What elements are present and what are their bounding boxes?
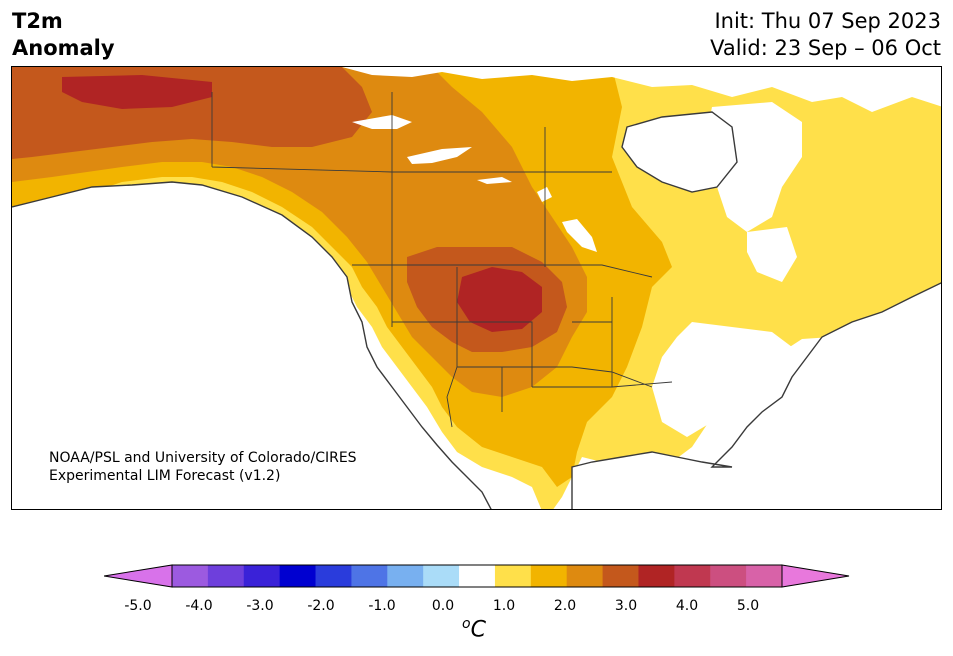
valid-range: Valid: 23 Sep – 06 Oct: [710, 36, 941, 60]
atlantic-ocean: [712, 282, 941, 509]
map-title: T2m Anomaly: [12, 8, 115, 62]
colorbar-bin: [423, 565, 460, 587]
colorbar-tick-label: 3.0: [614, 598, 638, 614]
political-borders: [211, 92, 673, 428]
colorbar-tick-label: 5.0: [736, 598, 760, 614]
title-variable: T2m: [12, 9, 63, 33]
init-date: Init: Thu 07 Sep 2023: [714, 9, 941, 33]
pacific-ocean: [12, 182, 491, 509]
lake-great-bear: [352, 115, 412, 129]
credit-line2: Experimental LIM Forecast (v1.2): [49, 468, 281, 484]
arctic-channels: [342, 67, 941, 112]
colorbar-tick-label: -1.0: [368, 598, 396, 614]
colorbar-tick-label: 0.0: [431, 598, 455, 614]
colorbar-bin: [638, 565, 675, 587]
anomaly-region-level5-central: [457, 267, 542, 332]
colorbar-bin: [315, 565, 352, 587]
unit-superscript: o: [462, 616, 471, 632]
gulf-of-mexico: [572, 452, 812, 509]
hudson-bay: [622, 112, 737, 192]
coastline: [12, 111, 941, 509]
colorbar-bin: [746, 565, 783, 587]
colorbar-tick-label: 4.0: [675, 598, 699, 614]
lake-athabasca: [477, 177, 512, 184]
forecast-dates: Init: Thu 07 Sep 2023 Valid: 23 Sep – 06…: [710, 8, 941, 62]
colorbar-bin: [566, 565, 604, 587]
colorbar-bin: [207, 565, 245, 587]
colorbar-bin: [172, 565, 209, 587]
colorbar-bin: [602, 565, 639, 587]
colorbar-bin: [530, 565, 568, 587]
colorbar-over-triangle: [781, 564, 850, 588]
anomaly-region-level5: [62, 75, 212, 109]
title-quantity: Anomaly: [12, 36, 115, 60]
colorbar-tick-label: 1.0: [492, 598, 516, 614]
colorbar-bin: [459, 565, 496, 587]
lake-winnipeg: [562, 219, 597, 252]
colorbar-tick-label: 2.0: [553, 598, 577, 614]
colorbar-bin: [351, 565, 388, 587]
colorbar-tick-label: -5.0: [124, 598, 152, 614]
colorbar-bin: [494, 565, 532, 587]
colorbar-outline: [171, 564, 783, 588]
colorbar-bins: [172, 565, 783, 587]
unit-label: oC: [462, 616, 486, 642]
colorbar-tick-label: -2.0: [307, 598, 335, 614]
colorbar-bin: [243, 565, 281, 587]
unit-text: C: [470, 617, 486, 643]
colorbar-bin: [710, 565, 747, 587]
lake-winnipegosis: [537, 187, 552, 202]
anomaly-map: [12, 67, 941, 509]
lake-great-slave: [407, 147, 472, 164]
colorbar-under-triangle: [104, 564, 173, 588]
neutral-region-quebec: [747, 227, 797, 282]
colorbar-tick-label: -4.0: [185, 598, 213, 614]
colorbar-tick-label: -3.0: [246, 598, 274, 614]
credit-line1: NOAA/PSL and University of Colorado/CIRE…: [49, 450, 357, 466]
map-panel: [11, 66, 942, 510]
colorbar-bin: [387, 565, 424, 587]
colorbar-bin: [674, 565, 711, 587]
neutral-region-southeast: [652, 322, 792, 437]
credit-text: NOAA/PSL and University of Colorado/CIRE…: [49, 449, 357, 485]
colorbar-bin: [279, 565, 317, 587]
colorbar: [104, 564, 850, 588]
